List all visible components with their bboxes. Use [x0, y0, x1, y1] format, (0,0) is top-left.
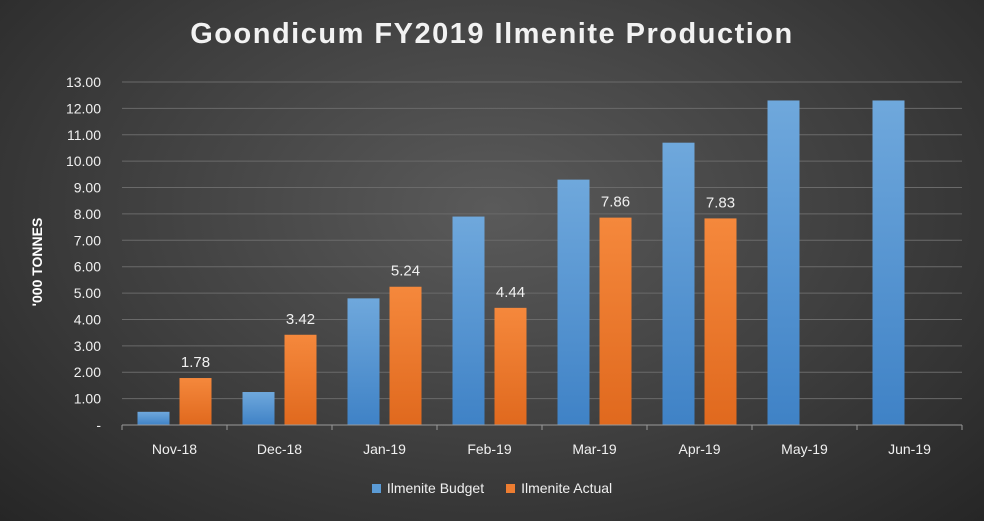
x-tick-label: Jan-19 [363, 441, 406, 457]
x-tick-label: Nov-18 [152, 441, 197, 457]
bar-budget [767, 100, 800, 425]
data-label: 4.44 [496, 284, 525, 301]
y-tick-label: 7.00 [74, 232, 101, 248]
bar-budget [872, 100, 905, 425]
gridlines [122, 81, 962, 400]
y-tick-label: 8.00 [74, 206, 101, 222]
bar-actual [599, 217, 632, 425]
data-label: 3.42 [286, 311, 315, 328]
chart-title: Goondicum FY2019 Ilmenite Production [190, 18, 794, 50]
data-label: 7.83 [706, 194, 735, 211]
bar-actual [494, 307, 527, 425]
bar-actual [179, 378, 212, 425]
bar-budget [242, 392, 275, 425]
bar-budget [452, 216, 485, 425]
legend-swatch-budget [371, 483, 381, 493]
bar-actual [284, 334, 317, 425]
legend-swatch-actual [506, 483, 516, 493]
legend-label-budget: Ilmenite Budget [386, 480, 485, 496]
y-axis-ticks: - 1.00 2.00 3.00 4.00 5.00 6.00 7.00 8.00 9.00 10.… [66, 74, 101, 433]
bar-budget [557, 179, 590, 425]
x-tick-label: Feb-19 [467, 441, 512, 457]
x-tick-label: May-19 [781, 441, 828, 457]
legend-item-actual: Ilmenite Actual [506, 480, 612, 496]
x-tick-label: Mar-19 [572, 441, 617, 457]
data-label: 7.86 [601, 194, 630, 211]
y-tick-label: 6.00 [74, 259, 101, 275]
bar-budget [137, 411, 170, 425]
legend-label-actual: Ilmenite Actual [521, 480, 613, 496]
y-tick-label: 2.00 [74, 364, 101, 380]
bar-actual [389, 286, 422, 425]
x-tick-label: Jun-19 [888, 441, 931, 457]
y-tick-label: 10.00 [66, 153, 101, 169]
bar-actual [704, 218, 737, 425]
y-tick-label: 1.00 [74, 391, 101, 407]
y-tick-label: 3.00 [74, 338, 101, 354]
y-tick-label: 12.00 [66, 100, 101, 116]
y-tick-label: 11.00 [67, 127, 101, 143]
y-tick-label: 4.00 [74, 311, 101, 327]
legend-item-budget: Ilmenite Budget [371, 480, 485, 496]
legend: Ilmenite Budget Ilmenite Actual [0, 480, 984, 496]
y-tick-label: 9.00 [74, 180, 101, 196]
y-tick-label: 5.00 [74, 285, 101, 301]
y-tick-label: 13.00 [66, 74, 101, 90]
x-tick-label: Dec-18 [257, 441, 302, 457]
bar-budget [347, 298, 380, 425]
y-tick-label: - [96, 417, 101, 433]
x-axis-ticks: Nov-18 Dec-18 Jan-19 Feb-19 Mar-19 Apr-19 May-… [121, 425, 963, 457]
bar-budget [662, 142, 695, 425]
data-label: 1.78 [181, 354, 210, 371]
bars: 1.78 3.42 5.24 4.44 7.86 7.83 [137, 100, 905, 425]
x-tick-label: Apr-19 [678, 441, 720, 457]
data-label: 5.24 [391, 263, 420, 280]
